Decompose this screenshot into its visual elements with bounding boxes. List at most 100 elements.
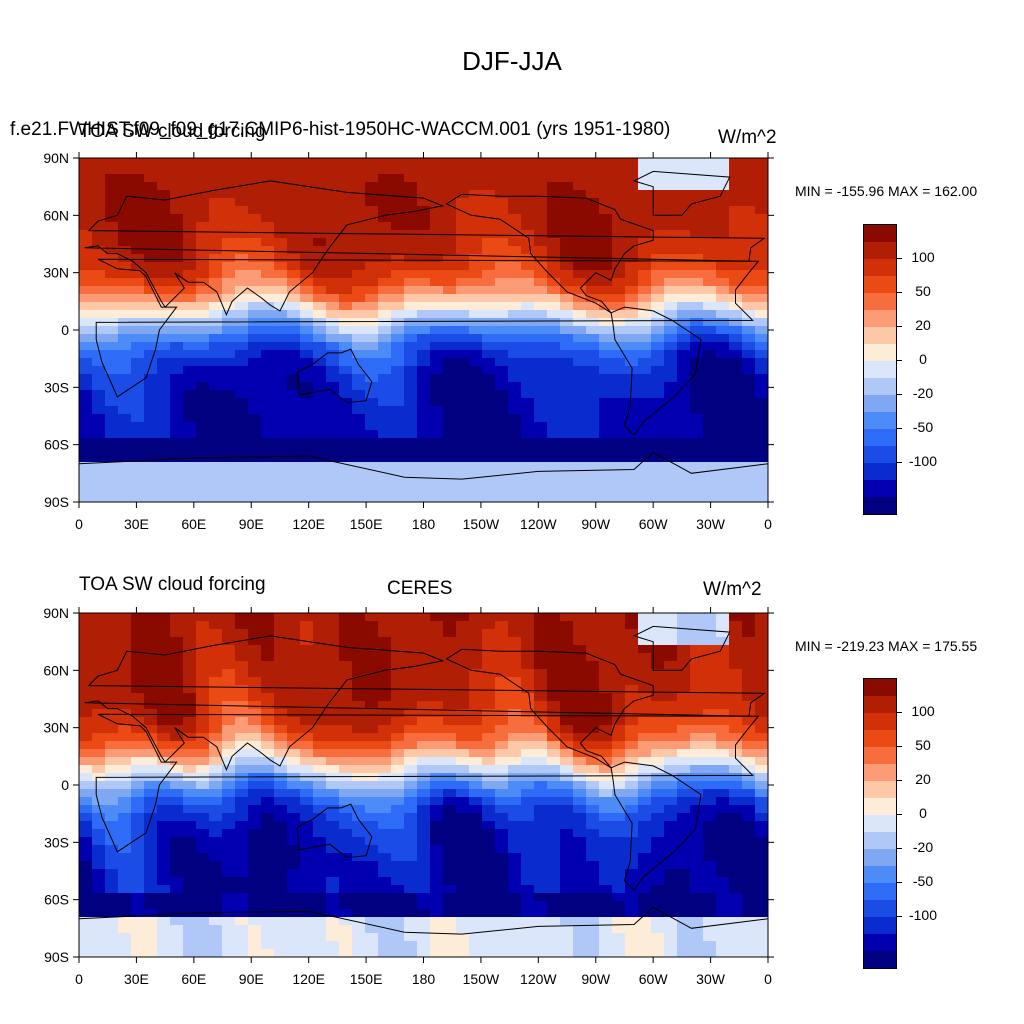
colorbar-swatch	[864, 446, 896, 463]
colorbar-swatch	[864, 497, 896, 514]
coastline	[84, 635, 766, 771]
lat-tick-label: 60S	[44, 437, 69, 453]
lon-tick-label: 60E	[181, 516, 206, 532]
colorbar-tick	[896, 848, 902, 849]
colorbar-swatch	[864, 412, 896, 429]
lat-tick-label: 0	[61, 322, 69, 338]
colorbar-swatch	[864, 293, 896, 310]
lat-tick-label: 60N	[43, 662, 69, 678]
colorbar-swatch	[864, 781, 896, 798]
colorbar-label: -20	[912, 839, 934, 855]
lon-tick-label: 90E	[239, 971, 264, 987]
colorbar-swatch	[864, 378, 896, 395]
lon-tick-label: 30W	[696, 971, 726, 987]
lat-tick-label: 90N	[43, 150, 69, 166]
panel2-colorbar	[863, 678, 897, 969]
colorbar-swatch	[864, 480, 896, 497]
colorbar-label: 100	[911, 249, 935, 265]
colorbar-swatch	[864, 832, 896, 849]
panel1-center-label: f.e21.FWHIST.f09_f09_g17.CMIP6-hist-1950…	[10, 119, 671, 140]
coastline	[95, 713, 760, 853]
colorbar-label: 0	[919, 351, 927, 367]
colorbar-swatch	[864, 747, 896, 764]
colorbar-label: -50	[912, 873, 934, 889]
lat-tick-label: 30S	[44, 834, 69, 850]
colorbar-swatch	[864, 242, 896, 259]
colorbar-swatch	[864, 310, 896, 327]
coastline	[445, 648, 654, 769]
lon-tick-label: 150W	[463, 516, 500, 532]
colorbar-swatch	[864, 866, 896, 883]
colorbar-tick	[896, 882, 902, 883]
colorbar-tick	[896, 360, 902, 361]
colorbar-swatch	[864, 917, 896, 934]
lat-tick-label: 90S	[44, 949, 69, 965]
colorbar-swatch	[864, 259, 896, 276]
colorbar-tick	[896, 814, 902, 815]
colorbar-swatch	[864, 429, 896, 446]
lon-tick-label: 120W	[520, 516, 557, 532]
lat-tick-label: 30N	[43, 720, 69, 736]
map-panel-2: 90N 60N 30N 0 30S 60S 90S 0 30E 60E 90E 120E 150E 180…	[43, 605, 774, 987]
coastline	[632, 170, 731, 216]
map-panel-1: 90N 60N 30N 0 30S 60S 90S 0 30E 60E 90E 120E 150E 180…	[43, 150, 774, 532]
panel1-stats: MIN = -155.96 MAX = 162.00	[795, 183, 978, 199]
lat-tick-label: 90S	[44, 494, 69, 510]
colorbar-label: -100	[908, 453, 938, 469]
lat-tick-label: 0	[61, 777, 69, 793]
colorbar-swatch	[864, 225, 896, 242]
colorbar-swatch	[864, 934, 896, 951]
colorbar-tick	[896, 428, 902, 429]
lon-tick-label: 180	[412, 516, 436, 532]
lon-tick-label: 60W	[639, 971, 669, 987]
lon-tick-label: 90E	[239, 516, 264, 532]
colorbar-swatch	[864, 679, 896, 696]
coastline	[610, 306, 702, 436]
colorbar-swatch	[864, 798, 896, 815]
coastline	[95, 258, 760, 398]
colorbar-swatch	[864, 713, 896, 730]
colorbar-swatch	[864, 696, 896, 713]
colorbar-tick	[896, 746, 902, 747]
panel2-units: W/m^2	[703, 579, 762, 600]
colorbar-swatch	[864, 361, 896, 378]
colorbar-swatch	[864, 730, 896, 747]
panel2-left-label: TOA SW cloud forcing	[79, 574, 266, 595]
colorbar-label: 0	[919, 805, 927, 821]
coastline	[632, 625, 731, 671]
lon-tick-label: 60E	[181, 971, 206, 987]
colorbar-label: 100	[911, 703, 935, 719]
colorbar-swatch	[864, 395, 896, 412]
coastline	[445, 193, 654, 314]
lon-tick-label: 30E	[124, 971, 149, 987]
colorbar-swatch	[864, 883, 896, 900]
lon-tick-label: 150W	[463, 971, 500, 987]
colorbar-label: -50	[912, 419, 934, 435]
figure-title: DJF-JJA	[462, 46, 562, 76]
colorbar-tick	[896, 462, 902, 463]
colorbar-label: 20	[915, 771, 931, 787]
lon-tick-label: 120E	[292, 516, 325, 532]
panel2-stats: MIN = -219.23 MAX = 175.55	[795, 638, 978, 654]
colorbar-tick	[896, 258, 902, 259]
lon-tick-label: 150E	[350, 971, 383, 987]
panel1-units: W/m^2	[718, 127, 777, 148]
lon-tick-label: 180	[412, 971, 436, 987]
lon-tick-label: 0	[75, 971, 83, 987]
lon-tick-label: 120E	[292, 971, 325, 987]
colorbar-label: 50	[915, 737, 931, 753]
colorbar-label: -100	[908, 907, 938, 923]
lon-tick-label: 150E	[350, 516, 383, 532]
colorbar-tick	[896, 394, 902, 395]
colorbar-swatch	[864, 276, 896, 293]
colorbar-swatch	[864, 849, 896, 866]
lon-tick-label: 0	[764, 516, 772, 532]
colorbar-tick	[896, 780, 902, 781]
coastline	[84, 180, 766, 316]
colorbar-label: 50	[915, 283, 931, 299]
lon-tick-label: 60W	[639, 516, 669, 532]
panel1-colorbar	[863, 224, 897, 515]
coastline	[610, 761, 702, 891]
lat-tick-label: 30S	[44, 379, 69, 395]
